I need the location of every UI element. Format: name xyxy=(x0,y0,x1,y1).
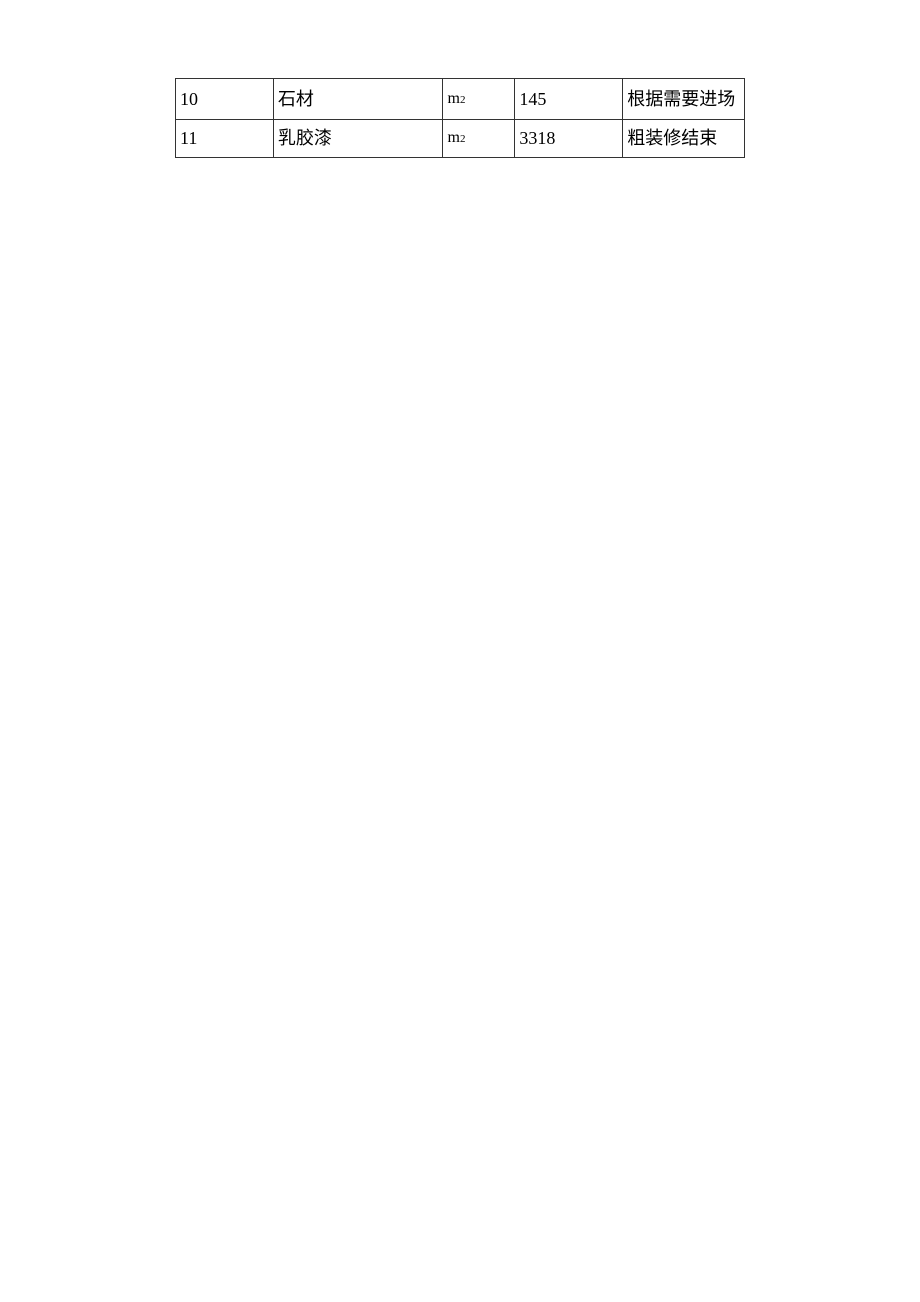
cell-note: 粗装修结束 xyxy=(623,120,745,157)
table-row: 11 乳胶漆 m2 3318 粗装修结束 xyxy=(176,120,745,157)
unit-main: m xyxy=(447,90,459,107)
table-row: 10 石材 m2 145 根据需要进场 xyxy=(176,79,745,120)
cell-unit: m2 xyxy=(443,120,515,157)
cell-quantity: 145 xyxy=(515,79,623,120)
cell-material: 乳胶漆 xyxy=(273,120,443,157)
materials-table-container: 10 石材 m2 145 根据需要进场 11 乳胶漆 m2 3318 粗装修结束 xyxy=(175,78,745,158)
cell-quantity: 3318 xyxy=(515,120,623,157)
cell-index: 11 xyxy=(176,120,274,157)
unit-main: m xyxy=(447,129,459,146)
unit-sub: 2 xyxy=(460,133,466,145)
cell-material: 石材 xyxy=(273,79,443,120)
cell-note: 根据需要进场 xyxy=(623,79,745,120)
unit-sub: 2 xyxy=(460,94,466,106)
materials-table: 10 石材 m2 145 根据需要进场 11 乳胶漆 m2 3318 粗装修结束 xyxy=(175,78,745,158)
cell-index: 10 xyxy=(176,79,274,120)
cell-unit: m2 xyxy=(443,79,515,120)
